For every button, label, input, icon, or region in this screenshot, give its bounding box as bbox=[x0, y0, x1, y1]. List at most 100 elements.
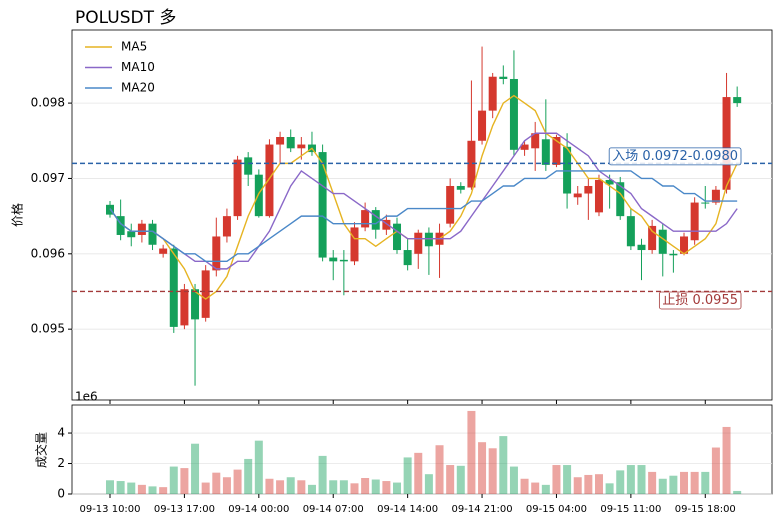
volume-bar bbox=[499, 436, 508, 494]
candle-body bbox=[286, 137, 295, 149]
volume-bar bbox=[584, 474, 593, 494]
volume-bar bbox=[222, 477, 231, 494]
volume-bar bbox=[424, 474, 433, 494]
volume-bar bbox=[616, 470, 625, 494]
candle-body bbox=[371, 210, 380, 230]
ma-line bbox=[109, 170, 738, 263]
x-tick-label: 09-14 21:00 bbox=[452, 504, 513, 515]
y-tick-label: 0.096 bbox=[31, 246, 65, 260]
y-tick-label: 0.097 bbox=[31, 171, 65, 185]
candle-body bbox=[573, 193, 582, 198]
candle-body bbox=[467, 140, 476, 188]
candle-body bbox=[616, 182, 625, 217]
candle-body bbox=[382, 219, 391, 230]
volume-bar bbox=[116, 481, 125, 494]
y-tick-label: 2 bbox=[57, 456, 65, 470]
volume-bar bbox=[669, 475, 678, 494]
volume-bar bbox=[276, 480, 285, 494]
volume-bar bbox=[127, 482, 136, 494]
candle-body bbox=[212, 236, 221, 271]
candle-body bbox=[509, 78, 518, 150]
volume-bar bbox=[478, 442, 487, 494]
x-tick-label: 09-15 18:00 bbox=[675, 504, 736, 515]
ma-line bbox=[109, 132, 738, 270]
volume-bar bbox=[520, 478, 529, 494]
volume-bar bbox=[414, 452, 423, 494]
volume-bar bbox=[350, 483, 359, 494]
y-tick-label: 4 bbox=[57, 426, 65, 440]
volume-bar bbox=[191, 443, 200, 494]
volume-bar bbox=[658, 478, 667, 494]
volume-bar bbox=[244, 458, 253, 494]
y-tick-label: 0.095 bbox=[31, 322, 65, 336]
volume-bar bbox=[541, 484, 550, 494]
candle-body bbox=[127, 231, 136, 238]
volume-bar bbox=[307, 484, 316, 494]
candle-body bbox=[626, 216, 635, 247]
volume-bar bbox=[509, 466, 518, 494]
candle-body bbox=[329, 257, 338, 262]
candle-body bbox=[233, 159, 242, 217]
volume-bar bbox=[446, 465, 455, 494]
x-tick-label: 09-14 07:00 bbox=[303, 504, 364, 515]
candle-body bbox=[733, 97, 742, 104]
legend-label: MA5 bbox=[121, 40, 147, 54]
candle-body bbox=[297, 144, 306, 149]
volume-bar bbox=[680, 471, 689, 494]
candle-body bbox=[393, 223, 402, 251]
candle-body bbox=[488, 76, 497, 111]
candle-body bbox=[701, 202, 710, 204]
volume-bar bbox=[137, 484, 146, 494]
candle-body bbox=[180, 289, 189, 326]
volume-bar bbox=[626, 465, 635, 494]
candle-body bbox=[159, 248, 168, 254]
x-tick-label: 09-15 11:00 bbox=[600, 504, 661, 515]
volume-bar bbox=[711, 447, 720, 494]
candle-body bbox=[637, 244, 646, 251]
candle-body bbox=[201, 270, 210, 318]
price-frame bbox=[71, 29, 773, 401]
candle-body bbox=[711, 189, 720, 203]
volume-bar bbox=[180, 468, 189, 494]
candle-body bbox=[563, 146, 572, 194]
volume-bar bbox=[531, 482, 540, 494]
candle-body bbox=[265, 144, 274, 217]
candle-body bbox=[424, 232, 433, 247]
candle-body bbox=[658, 229, 667, 254]
volume-bar bbox=[148, 486, 157, 494]
volume-bar bbox=[297, 480, 306, 494]
candle-body bbox=[276, 137, 285, 145]
candle-body bbox=[584, 185, 593, 194]
volume-bar bbox=[594, 474, 603, 494]
candle-body bbox=[605, 179, 614, 185]
volume-bar bbox=[371, 479, 380, 494]
candle-body bbox=[116, 216, 125, 235]
volume-bar bbox=[488, 448, 497, 494]
candle-body bbox=[648, 225, 657, 251]
volume-bar bbox=[339, 480, 348, 494]
volume-bar bbox=[169, 466, 178, 494]
volume-bar bbox=[233, 469, 242, 494]
candle-body bbox=[478, 110, 487, 141]
x-tick-label: 09-13 10:00 bbox=[79, 504, 140, 515]
candle-body bbox=[669, 253, 678, 256]
legend-label: MA10 bbox=[121, 60, 155, 74]
volume-bar bbox=[456, 465, 465, 494]
candle-body bbox=[456, 185, 465, 190]
y-tick-label: 0.098 bbox=[31, 96, 65, 110]
volume-bar bbox=[637, 465, 646, 494]
x-tick-label: 09-15 04:00 bbox=[526, 504, 587, 515]
candle-body bbox=[722, 97, 731, 190]
candle-body bbox=[552, 137, 561, 165]
y-tick-label: 0 bbox=[57, 487, 65, 501]
candle-body bbox=[680, 236, 689, 254]
volume-bar bbox=[265, 478, 274, 494]
candle-body bbox=[254, 174, 263, 217]
volume-bar bbox=[690, 471, 699, 494]
x-tick-label: 09-14 00:00 bbox=[228, 504, 289, 515]
volume-bar bbox=[106, 480, 114, 494]
candle-body bbox=[137, 223, 146, 235]
candle-body bbox=[541, 139, 550, 165]
